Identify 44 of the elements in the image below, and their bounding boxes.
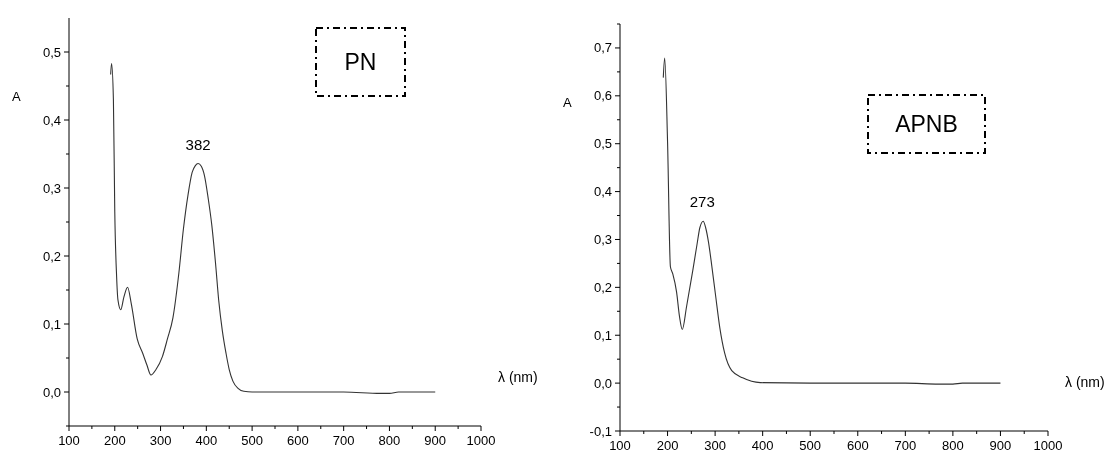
y-tick-label: 0,2 (593, 279, 612, 295)
x-tick-label: 500 (241, 433, 263, 448)
x-tick-label: 200 (656, 438, 679, 453)
y-axis-title: A (12, 89, 21, 104)
x-tick-label: 700 (332, 433, 355, 448)
x-tick-label: 400 (751, 438, 774, 453)
y-tick-label: 0,7 (593, 40, 612, 56)
x-tick-label: 500 (799, 438, 822, 453)
y-tick-label: 0,4 (593, 184, 612, 200)
y-tick-label: 0,1 (593, 327, 612, 343)
line-series (662, 57, 1001, 385)
y-axis-title: A (563, 95, 572, 110)
y-tick-label: 0,6 (593, 88, 612, 104)
x-tick-label: 700 (894, 438, 917, 453)
y-tick-label: 0,1 (42, 316, 61, 332)
x-tick-label: 600 (287, 433, 309, 448)
x-axis-title: λ (nm) (498, 369, 538, 385)
y-tick-label: 0,4 (42, 112, 61, 128)
text: PN (344, 49, 377, 75)
x-tick-label: 100 (58, 433, 80, 448)
x-tick-label: 800 (378, 433, 401, 448)
y-tick-label: -0,1 (589, 423, 612, 439)
x-tick-label: 800 (942, 438, 964, 453)
x-tick-label: 600 (846, 438, 869, 453)
text: APNB (895, 111, 958, 137)
x-axis-title: λ (nm) (1065, 374, 1105, 390)
y-tick-label: 0,0 (593, 375, 612, 391)
y-tick-label: 0,0 (42, 384, 61, 400)
y-tick-label: 0,5 (593, 136, 612, 152)
annotation: 382 (185, 135, 211, 153)
y-tick-label: 0,3 (593, 231, 612, 247)
x-tick-label: 1000 (1033, 438, 1063, 453)
x-tick-label: 900 (424, 433, 447, 448)
x-tick-label: 1000 (466, 433, 496, 448)
y-tick-label: 0,3 (42, 180, 61, 196)
x-tick-label: 400 (195, 433, 218, 448)
annotation: 273 (689, 193, 715, 211)
x-tick-label: 300 (149, 433, 172, 448)
y-tick-label: 0,5 (42, 44, 61, 60)
x-tick-label: 100 (609, 438, 631, 453)
x-tick-label: 300 (704, 438, 726, 453)
x-tick-label: 900 (989, 438, 1012, 453)
y-tick-label: 0,2 (42, 248, 61, 264)
x-tick-label: 200 (103, 433, 126, 448)
